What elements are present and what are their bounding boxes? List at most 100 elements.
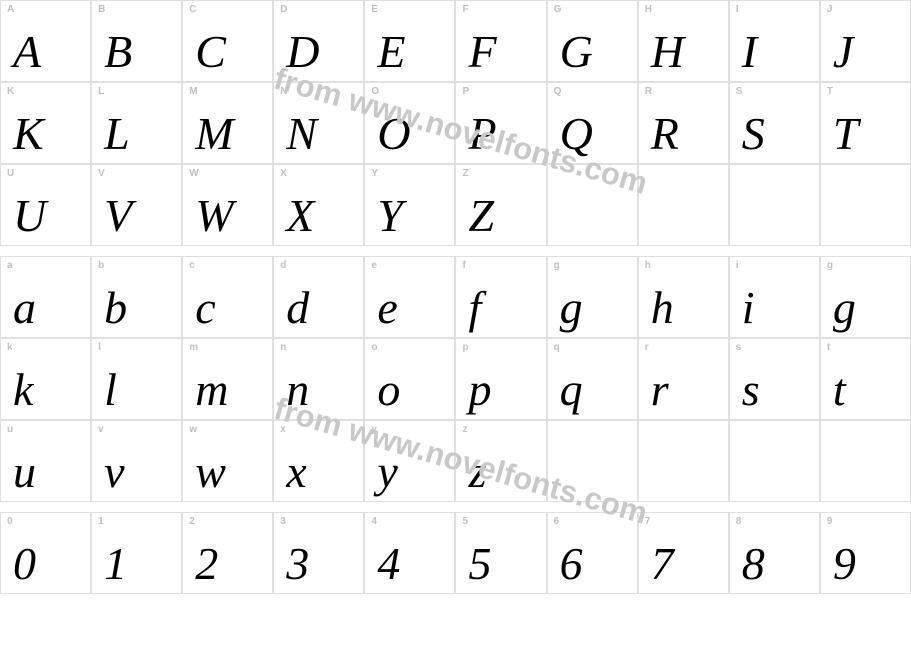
glyph-cell: LL xyxy=(91,82,182,164)
glyph-label: y xyxy=(371,424,377,435)
glyph-character: q xyxy=(560,367,583,413)
glyph-label: 6 xyxy=(554,516,560,527)
glyph-label: d xyxy=(280,260,286,271)
glyph-cell-empty xyxy=(820,420,911,502)
glyph-label: X xyxy=(280,168,287,179)
glyph-cell: pp xyxy=(455,338,546,420)
glyph-label: n xyxy=(280,342,286,353)
glyph-cell: xx xyxy=(273,420,364,502)
glyph-character: l xyxy=(104,367,117,413)
glyph-cell: nn xyxy=(273,338,364,420)
glyph-cell: XX xyxy=(273,164,364,246)
glyph-character: v xyxy=(104,449,124,495)
glyph-cell: SS xyxy=(729,82,820,164)
glyph-character: R xyxy=(651,111,679,157)
glyph-cell: ii xyxy=(729,256,820,338)
glyph-cell: AA xyxy=(0,0,91,82)
glyph-character: e xyxy=(377,285,397,331)
glyph-cell: 22 xyxy=(182,512,273,594)
glyph-cell: VV xyxy=(91,164,182,246)
glyph-character: 7 xyxy=(651,541,674,587)
glyph-character: A xyxy=(13,29,41,75)
glyph-cell: EE xyxy=(364,0,455,82)
glyph-label: 4 xyxy=(371,516,377,527)
glyph-character: H xyxy=(651,29,684,75)
glyph-character: r xyxy=(651,367,669,413)
glyph-label: I xyxy=(736,4,739,15)
glyph-character: K xyxy=(13,111,44,157)
glyph-label: Q xyxy=(554,86,562,97)
glyph-cell: NN xyxy=(273,82,364,164)
glyph-label: 7 xyxy=(645,516,651,527)
glyph-character: M xyxy=(195,111,233,157)
glyph-character: z xyxy=(468,449,486,495)
glyph-cell: ZZ xyxy=(455,164,546,246)
glyph-label: q xyxy=(554,342,560,353)
glyph-character: E xyxy=(377,29,405,75)
glyph-cell: oo xyxy=(364,338,455,420)
glyph-cell: YY xyxy=(364,164,455,246)
glyph-label: K xyxy=(7,86,14,97)
glyph-label: B xyxy=(98,4,105,15)
glyph-label: Z xyxy=(462,168,468,179)
glyph-cell: mm xyxy=(182,338,273,420)
glyph-cell: aa xyxy=(0,256,91,338)
glyph-character: 1 xyxy=(104,541,127,587)
glyph-character: S xyxy=(742,111,765,157)
glyph-cell: gg xyxy=(820,256,911,338)
glyph-label: 2 xyxy=(189,516,195,527)
glyph-label: J xyxy=(827,4,833,15)
glyph-character: y xyxy=(377,449,397,495)
glyph-cell: 11 xyxy=(91,512,182,594)
glyph-cell: ll xyxy=(91,338,182,420)
glyph-cell: uu xyxy=(0,420,91,502)
glyph-label: 3 xyxy=(280,516,286,527)
glyph-cell: bb xyxy=(91,256,182,338)
glyph-character: G xyxy=(560,29,593,75)
glyph-label: r xyxy=(645,342,649,353)
glyph-character: C xyxy=(195,29,226,75)
glyph-cell: MM xyxy=(182,82,273,164)
glyph-label: A xyxy=(7,4,14,15)
glyph-cell: HH xyxy=(638,0,729,82)
glyph-character: 4 xyxy=(377,541,400,587)
glyph-cell: GG xyxy=(547,0,638,82)
glyph-character: g xyxy=(833,285,856,331)
glyph-character: 8 xyxy=(742,541,765,587)
glyph-label: T xyxy=(827,86,833,97)
glyph-cell: dd xyxy=(273,256,364,338)
glyph-label: m xyxy=(189,342,198,353)
glyph-label: s xyxy=(736,342,742,353)
glyph-cell: cc xyxy=(182,256,273,338)
glyph-cell-empty xyxy=(638,420,729,502)
glyph-label: P xyxy=(462,86,469,97)
glyph-cell-empty xyxy=(820,164,911,246)
glyph-character: Q xyxy=(560,111,593,157)
glyph-label: i xyxy=(736,260,739,271)
glyph-label: g xyxy=(554,260,560,271)
glyph-label: c xyxy=(189,260,195,271)
glyph-cell: qq xyxy=(547,338,638,420)
glyph-character: F xyxy=(468,29,496,75)
glyph-cell: hh xyxy=(638,256,729,338)
glyph-character: p xyxy=(468,367,491,413)
glyph-label: p xyxy=(462,342,468,353)
glyph-character: a xyxy=(13,285,36,331)
glyph-cell: PP xyxy=(455,82,546,164)
glyph-cell: 77 xyxy=(638,512,729,594)
glyph-character: i xyxy=(742,285,755,331)
glyph-cell-empty xyxy=(638,164,729,246)
glyph-label: k xyxy=(7,342,13,353)
glyph-label: w xyxy=(189,424,197,435)
font-character-map: AABBCCDDEEFFGGHHIIJJKKLLMMNNOOPPQQRRSSTT… xyxy=(0,0,911,594)
glyph-character: D xyxy=(286,29,319,75)
glyph-cell: RR xyxy=(638,82,729,164)
glyph-label: v xyxy=(98,424,104,435)
glyph-label: 9 xyxy=(827,516,833,527)
glyph-character: Y xyxy=(377,193,403,239)
glyph-label: H xyxy=(645,4,652,15)
glyph-cell: 66 xyxy=(547,512,638,594)
glyph-cell: WW xyxy=(182,164,273,246)
glyph-label: V xyxy=(98,168,105,179)
glyph-label: 1 xyxy=(98,516,104,527)
